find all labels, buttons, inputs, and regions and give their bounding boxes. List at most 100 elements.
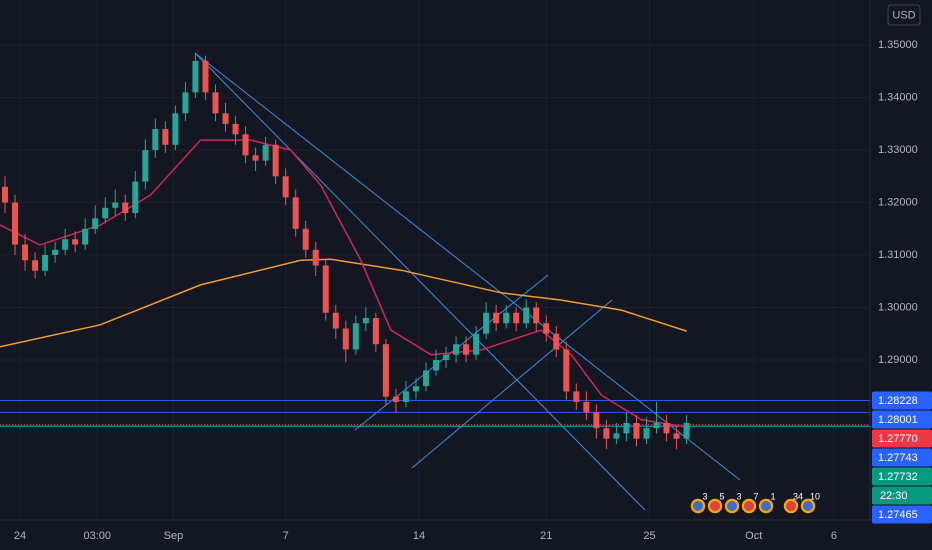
currency-box[interactable] [887, 4, 921, 26]
event-count: 34 [793, 491, 803, 501]
candle-body [82, 228, 89, 245]
candle-body [152, 129, 159, 151]
candle-body [422, 370, 429, 387]
candle-body [122, 202, 129, 214]
candle-body [643, 428, 650, 439]
price-label-box [872, 505, 932, 524]
candle-body [92, 218, 99, 229]
price-label: 1.27465 [878, 509, 918, 521]
candle-body [463, 344, 470, 355]
candle-body [192, 60, 199, 93]
y-tick-label: 1.29000 [878, 354, 918, 366]
candle-body [42, 255, 49, 271]
y-tick-label: 1.31000 [878, 249, 918, 261]
candle-body [252, 155, 259, 161]
price-label: 1.28228 [878, 395, 918, 407]
trend-line [194, 52, 646, 511]
trend-line [194, 52, 741, 481]
y-tick-label: 1.30000 [878, 301, 918, 313]
event-count: 7 [753, 491, 758, 501]
candle-body [292, 197, 299, 229]
candle-body [473, 333, 480, 355]
candle-body [2, 186, 9, 203]
x-tick-label: 03:00 [83, 530, 111, 542]
x-tick-label: 7 [283, 530, 289, 542]
event-count: 3 [736, 491, 741, 501]
price-lines [0, 399, 870, 427]
price-label-box [872, 391, 932, 410]
event-icon-inner [761, 501, 771, 511]
axes: 1.29000 1.30000 1.31000 1.32000 1.33000 1.340… [14, 39, 932, 542]
event-icon-inner [744, 501, 754, 511]
price-label-box [872, 467, 932, 486]
candle-body [633, 422, 640, 439]
candles [2, 52, 690, 450]
event-count: 10 [810, 491, 820, 501]
candle-body [653, 422, 660, 429]
candle-body [332, 312, 339, 329]
candle-body [402, 391, 409, 402]
event-count: 5 [719, 491, 724, 501]
candle-body [503, 312, 510, 324]
y-tick-label: 1.34000 [878, 92, 918, 104]
candle-body [232, 123, 239, 135]
candle-body [362, 317, 369, 324]
candle-body [342, 328, 349, 350]
candle-body [443, 354, 450, 360]
x-tick-label: Sep [164, 530, 184, 542]
candle-body [663, 422, 670, 434]
candle-body [282, 176, 289, 198]
event-count: 1 [770, 491, 775, 501]
candle-body [262, 144, 269, 161]
candle-body [623, 422, 630, 434]
candle-body [352, 323, 359, 350]
candle-body [12, 202, 19, 245]
x-tick-label: 24 [14, 530, 26, 542]
price-label: 1.27770 [878, 433, 918, 445]
candle-body [272, 144, 279, 177]
event-icon-inner [727, 501, 737, 511]
events: 3 5 3 7 1 34 10 [689, 491, 820, 515]
x-tick-label: 25 [643, 530, 655, 542]
candle-body [593, 412, 600, 429]
event-icon-inner [803, 501, 813, 511]
candle-body [112, 202, 119, 208]
candle-body [102, 207, 109, 219]
event-count: 3 [702, 491, 707, 501]
currency-label: USD [892, 9, 915, 21]
price-label-box [872, 429, 932, 448]
candle-body [212, 92, 219, 114]
x-tick-label: 14 [413, 530, 425, 542]
candle-body [553, 333, 560, 350]
candle-body [322, 265, 329, 313]
x-tick-label: Oct [745, 530, 762, 542]
x-tick-label: 21 [540, 530, 552, 542]
candle-body [493, 312, 500, 324]
price-label: 1.27743 [878, 452, 918, 464]
candle-body [172, 113, 179, 145]
candle-body [603, 428, 610, 439]
candle-body [613, 433, 620, 439]
y-tick-label: 1.32000 [878, 196, 918, 208]
candle-body [162, 129, 169, 145]
candle-body [673, 433, 680, 439]
candle-body [142, 150, 149, 182]
channel-line [411, 299, 613, 469]
price-label-box [872, 486, 932, 505]
price-label: 1.28001 [878, 414, 918, 426]
event-icon-inner [786, 501, 796, 511]
y-tick-label: 1.33000 [878, 144, 918, 156]
candle-body [22, 244, 29, 261]
candle-body [312, 249, 319, 266]
y-tick-label: 1.35000 [878, 39, 918, 51]
price-label-box [872, 410, 932, 429]
price-label: 1.27732 [878, 471, 918, 483]
candle-body [62, 239, 69, 250]
event-icon-inner [710, 501, 720, 511]
candle-body [543, 323, 550, 334]
price-label-box [872, 448, 932, 467]
moving-average [0, 258, 687, 348]
countdown-label: 22:30 [880, 490, 908, 502]
